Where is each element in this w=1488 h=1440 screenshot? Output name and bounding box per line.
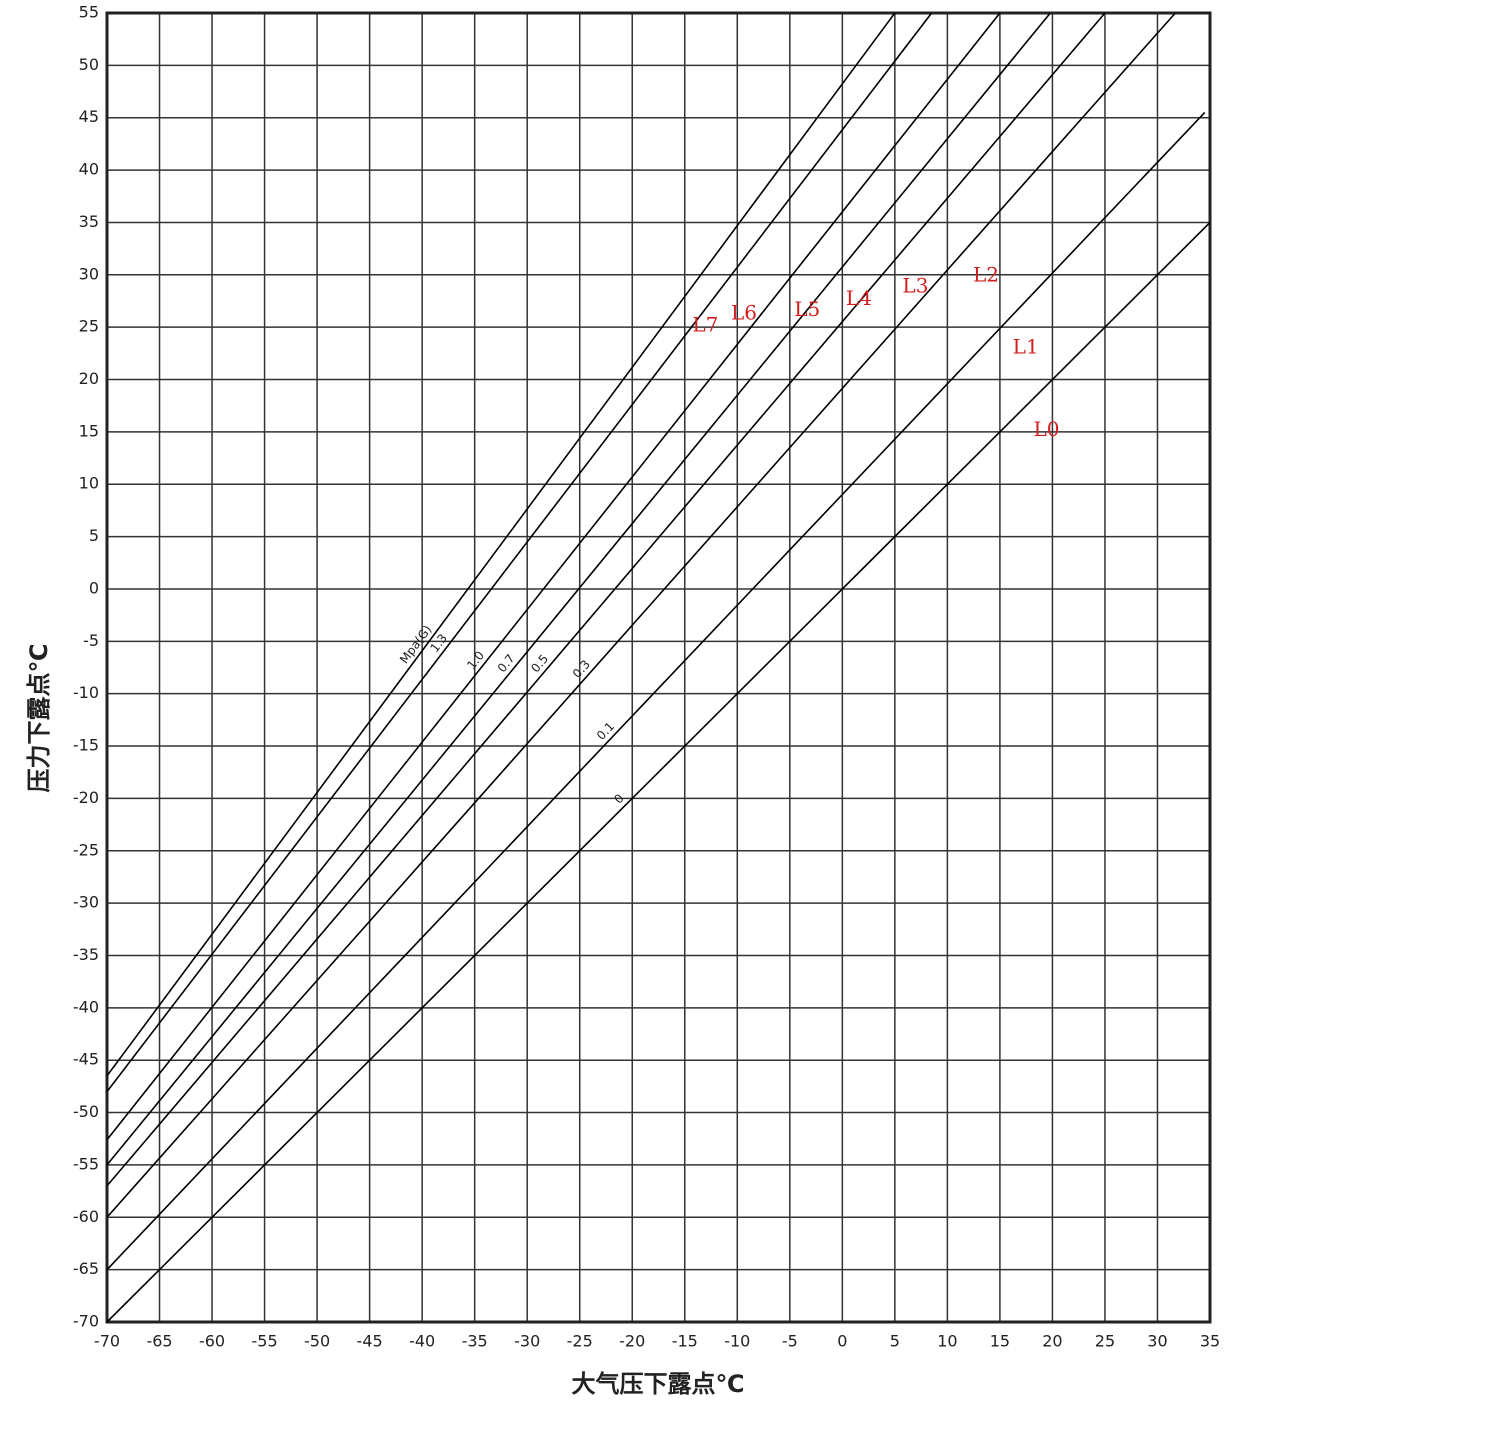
series-label: L1 bbox=[1013, 335, 1039, 359]
y-tick-label: -25 bbox=[73, 840, 99, 859]
x-tick-label: 10 bbox=[937, 1332, 957, 1351]
x-tick-label: -35 bbox=[462, 1332, 488, 1351]
pressure-label: 0.1 bbox=[594, 719, 617, 742]
x-tick-label: -70 bbox=[94, 1332, 120, 1351]
x-tick-label: -60 bbox=[199, 1332, 225, 1351]
x-tick-label: -5 bbox=[782, 1332, 798, 1351]
series-label: L7 bbox=[692, 312, 718, 336]
x-tick-label: -30 bbox=[514, 1332, 540, 1351]
series-line bbox=[106, 12, 1106, 1187]
series-line bbox=[106, 12, 1051, 1166]
series-line bbox=[106, 12, 1001, 1141]
series-line bbox=[106, 12, 896, 1077]
x-tick-label: 20 bbox=[1042, 1332, 1062, 1351]
x-tick-label: 35 bbox=[1200, 1332, 1220, 1351]
y-tick-label: 0 bbox=[89, 578, 99, 597]
x-tick-label: -15 bbox=[672, 1332, 698, 1351]
pressure-label: 0.7 bbox=[495, 651, 518, 675]
plot-frame bbox=[105, 11, 1212, 1324]
x-tick-label: -10 bbox=[724, 1332, 750, 1351]
y-tick-label: -50 bbox=[73, 1102, 99, 1121]
y-tick-label: -40 bbox=[73, 997, 99, 1016]
x-tick-label: 30 bbox=[1147, 1332, 1167, 1351]
x-tick-label: -20 bbox=[619, 1332, 645, 1351]
y-tick-label: 45 bbox=[79, 107, 99, 126]
x-tick-label: -65 bbox=[146, 1332, 172, 1351]
y-tick-label: -35 bbox=[73, 945, 99, 964]
x-tick-label: 25 bbox=[1095, 1332, 1115, 1351]
y-tick-label: -10 bbox=[73, 683, 99, 702]
y-tick-label: -30 bbox=[73, 893, 99, 912]
y-tick-label: 35 bbox=[79, 212, 99, 231]
series-label: L2 bbox=[973, 262, 999, 286]
y-tick-label: -20 bbox=[73, 788, 99, 807]
x-tick-label: -50 bbox=[304, 1332, 330, 1351]
y-tick-label: 30 bbox=[79, 264, 99, 283]
series-label: L3 bbox=[902, 273, 928, 297]
pressure-label: 0 bbox=[611, 791, 626, 806]
series-line bbox=[106, 12, 933, 1093]
x-tick-label: 0 bbox=[837, 1332, 847, 1351]
series-line bbox=[106, 12, 1176, 1218]
y-tick-label: 55 bbox=[79, 3, 99, 22]
series-label: L0 bbox=[1033, 417, 1059, 441]
series-label: L5 bbox=[794, 297, 820, 321]
series-line bbox=[106, 221, 1211, 1323]
y-tick-label: -60 bbox=[73, 1207, 99, 1226]
pressure-label: 1.0 bbox=[464, 648, 487, 672]
x-tick-label: -45 bbox=[357, 1332, 383, 1351]
x-tick-label: -55 bbox=[252, 1332, 278, 1351]
x-tick-label: 15 bbox=[990, 1332, 1010, 1351]
y-tick-label: -15 bbox=[73, 736, 99, 755]
x-tick-label: -40 bbox=[409, 1332, 435, 1351]
y-tick-label: 50 bbox=[79, 55, 99, 74]
x-axis-title: 大气压下露点℃ bbox=[571, 1370, 744, 1398]
y-tick-label: 15 bbox=[79, 421, 99, 440]
y-tick-label: 40 bbox=[79, 160, 99, 179]
pressure-label: 0.5 bbox=[528, 652, 551, 676]
y-tick-label: -45 bbox=[73, 1050, 99, 1069]
series-line bbox=[106, 111, 1206, 1271]
series-label: L4 bbox=[846, 286, 872, 310]
y-tick-label: 10 bbox=[79, 474, 99, 493]
pressure-label: 0.3 bbox=[570, 657, 593, 681]
y-tick-label: 25 bbox=[79, 317, 99, 336]
y-tick-label: 20 bbox=[79, 369, 99, 388]
series-label: L6 bbox=[731, 301, 757, 325]
y-tick-label: -70 bbox=[73, 1312, 99, 1331]
y-tick-label: 5 bbox=[89, 526, 99, 545]
x-tick-label: 5 bbox=[890, 1332, 900, 1351]
y-axis-title: 压力下露点℃ bbox=[25, 643, 53, 792]
y-tick-label: -55 bbox=[73, 1154, 99, 1173]
x-tick-label: -25 bbox=[567, 1332, 593, 1351]
y-tick-label: -65 bbox=[73, 1259, 99, 1278]
y-tick-label: -5 bbox=[83, 631, 99, 650]
